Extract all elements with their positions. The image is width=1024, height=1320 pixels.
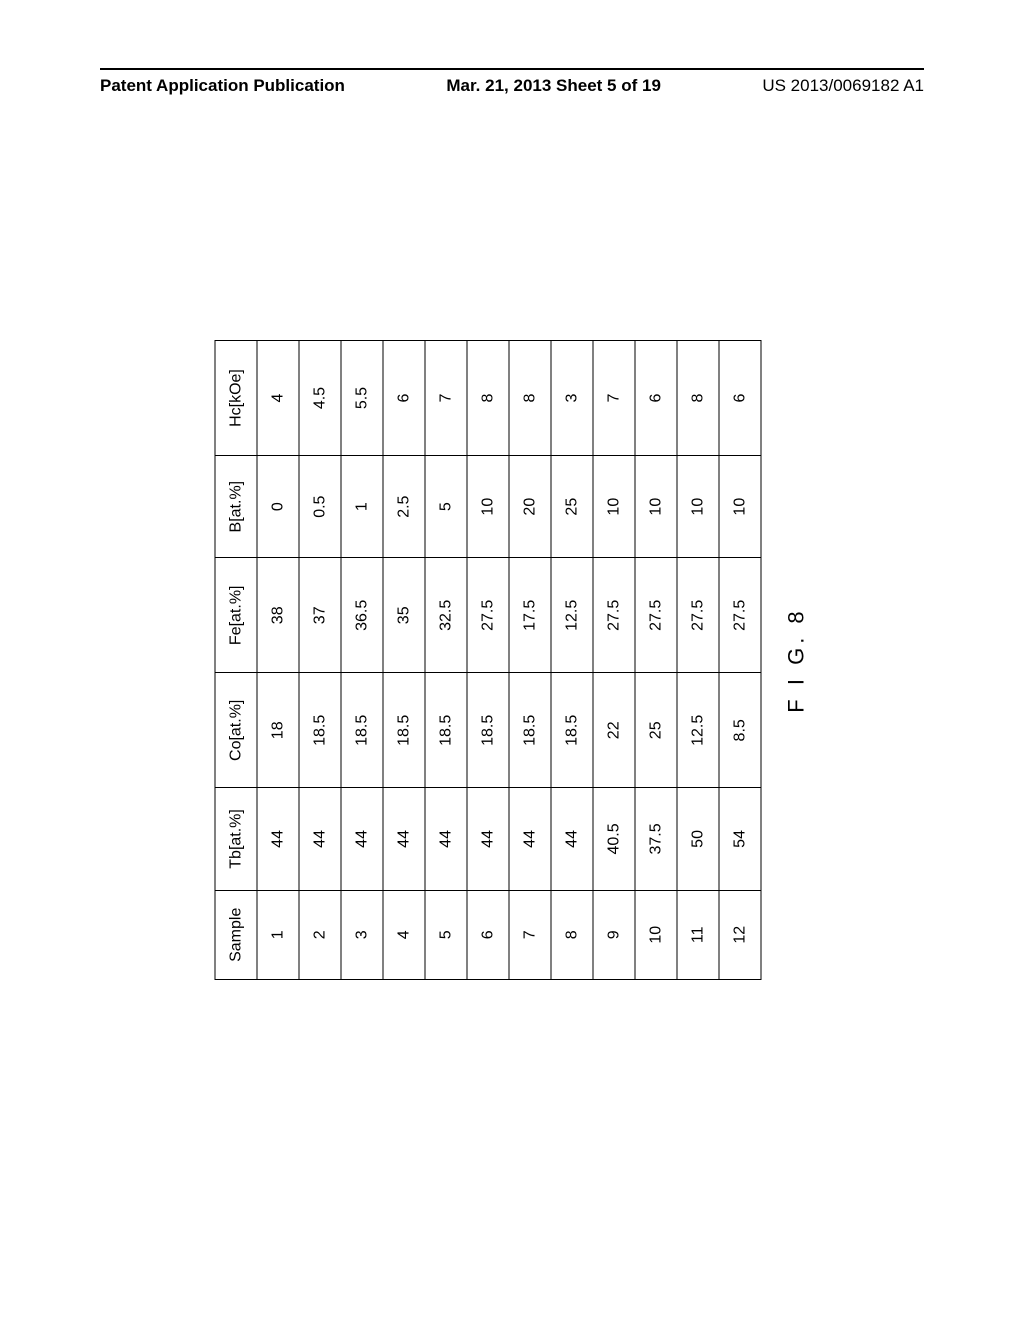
table-cell: 6 [635,341,677,456]
table-cell: 8 [551,890,593,979]
table-row: 34418.536.515.5 [341,341,383,980]
table-row: 940.52227.5107 [593,341,635,980]
table-row: 115012.527.5108 [677,341,719,980]
table-cell: 20 [509,456,551,558]
table-cell: 35 [383,558,425,673]
table-cell: 27.5 [467,558,509,673]
table-cell: 44 [425,788,467,890]
data-table: Sample Tb[at.%] Co[at.%] Fe[at.%] B[at.%… [215,340,762,980]
table-cell: 18 [257,673,299,788]
table-cell: 37 [299,558,341,673]
table-cell: 7 [425,341,467,456]
table-cell: 4 [383,890,425,979]
table-row: 84418.512.5253 [551,341,593,980]
table-cell: 9 [593,890,635,979]
table-cell: 17.5 [509,558,551,673]
table-cell: 10 [719,456,761,558]
table-row: 1037.52527.5106 [635,341,677,980]
table-cell: 27.5 [593,558,635,673]
table-cell: 10 [635,890,677,979]
table-row: 64418.527.5108 [467,341,509,980]
table-header-row: Sample Tb[at.%] Co[at.%] Fe[at.%] B[at.%… [215,341,257,980]
date-sheet: Mar. 21, 2013 Sheet 5 of 19 [446,76,661,96]
table-cell: 8 [677,341,719,456]
table-row: 44418.5352.56 [383,341,425,980]
table-cell: 18.5 [425,673,467,788]
table-cell: 44 [383,788,425,890]
figure-caption: F I G. 8 [784,607,810,712]
col-fe: Fe[at.%] [215,558,257,673]
page-header: Patent Application Publication Mar. 21, … [100,68,924,108]
table-cell: 4 [257,341,299,456]
table-cell: 0.5 [299,456,341,558]
col-hc: Hc[kOe] [215,341,257,456]
table-cell: 18.5 [341,673,383,788]
table-cell: 10 [677,456,719,558]
table-cell: 1 [341,456,383,558]
table-cell: 8 [467,341,509,456]
table-cell: 12.5 [551,558,593,673]
table-cell: 10 [635,456,677,558]
table-cell: 44 [551,788,593,890]
table-cell: 25 [635,673,677,788]
table-cell: 6 [719,341,761,456]
table-cell: 50 [677,788,719,890]
table-cell: 18.5 [467,673,509,788]
table-cell: 44 [299,788,341,890]
table-row: 74418.517.5208 [509,341,551,980]
table-row: 54418.532.557 [425,341,467,980]
table-cell: 22 [593,673,635,788]
table-cell: 44 [509,788,551,890]
table-cell: 18.5 [509,673,551,788]
table-cell: 7 [593,341,635,456]
table-cell: 2.5 [383,456,425,558]
table-cell: 38 [257,558,299,673]
table-cell: 36.5 [341,558,383,673]
table-cell: 54 [719,788,761,890]
table-row: 12548.527.5106 [719,341,761,980]
table-cell: 44 [341,788,383,890]
table-cell: 25 [551,456,593,558]
table-cell: 10 [467,456,509,558]
table-cell: 18.5 [551,673,593,788]
col-b: B[at.%] [215,456,257,558]
table-cell: 18.5 [299,673,341,788]
table-row: 144183804 [257,341,299,980]
table-cell: 8.5 [719,673,761,788]
table-cell: 2 [299,890,341,979]
col-sample: Sample [215,890,257,979]
table-cell: 4.5 [299,341,341,456]
table-row: 24418.5370.54.5 [299,341,341,980]
table-cell: 7 [509,890,551,979]
table-cell: 8 [509,341,551,456]
table-cell: 44 [467,788,509,890]
figure-8: Sample Tb[at.%] Co[at.%] Fe[at.%] B[at.%… [215,340,810,980]
table-cell: 6 [467,890,509,979]
table-cell: 12 [719,890,761,979]
col-tb: Tb[at.%] [215,788,257,890]
table-cell: 27.5 [677,558,719,673]
table-cell: 3 [551,341,593,456]
table-cell: 5.5 [341,341,383,456]
pub-type: Patent Application Publication [100,76,345,96]
table-cell: 5 [425,890,467,979]
table-cell: 44 [257,788,299,890]
table-cell: 27.5 [635,558,677,673]
table-cell: 0 [257,456,299,558]
col-co: Co[at.%] [215,673,257,788]
table-cell: 1 [257,890,299,979]
table-cell: 18.5 [383,673,425,788]
table-cell: 3 [341,890,383,979]
table-cell: 40.5 [593,788,635,890]
table-cell: 32.5 [425,558,467,673]
table-cell: 6 [383,341,425,456]
table-cell: 12.5 [677,673,719,788]
table-cell: 5 [425,456,467,558]
table-cell: 11 [677,890,719,979]
table-cell: 27.5 [719,558,761,673]
table-body: 14418380424418.5370.54.534418.536.515.54… [257,341,761,980]
pub-number: US 2013/0069182 A1 [762,76,924,96]
table-cell: 37.5 [635,788,677,890]
table-cell: 10 [593,456,635,558]
